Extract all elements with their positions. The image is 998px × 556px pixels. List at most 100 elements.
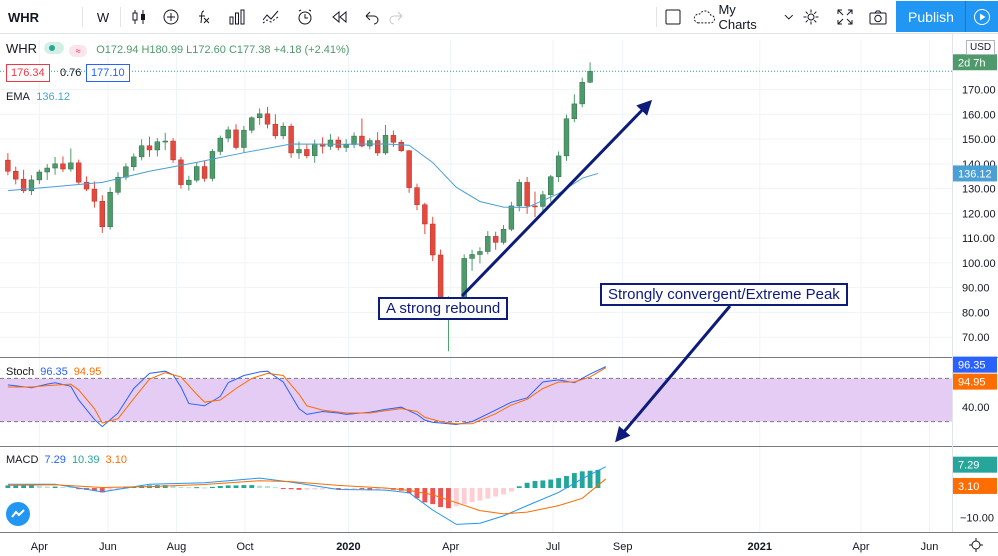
candle <box>5 153 11 176</box>
macd-hist-badge-text: 3.10 <box>958 481 979 493</box>
candle-body <box>91 188 98 202</box>
camera-icon[interactable] <box>864 0 892 34</box>
symbol-search-button[interactable]: WHR <box>8 9 40 25</box>
tradingview-logo-icon[interactable] <box>6 502 30 526</box>
ema-badge: 136.12 <box>953 165 997 182</box>
candle-body <box>280 125 286 137</box>
price-tick-label: 80.00 <box>962 307 990 319</box>
annotation-arrows <box>460 99 732 443</box>
publish-button[interactable]: Publish <box>896 1 966 32</box>
macd-histogram-bar <box>501 488 506 495</box>
candle <box>579 77 585 108</box>
replay-icon[interactable] <box>324 0 354 34</box>
ema-badge-bg <box>953 165 997 182</box>
candle <box>36 169 43 185</box>
my-charts-label: My Charts <box>718 2 757 32</box>
stoch-d-badge-text: 94.95 <box>958 377 986 389</box>
add-indicator-icon[interactable] <box>156 0 186 34</box>
candle-body <box>20 178 27 192</box>
macd-tick-label: −10.00 <box>960 512 994 524</box>
my-charts-button[interactable]: My Charts <box>692 0 796 34</box>
macd-histogram-bar <box>52 486 58 489</box>
candle-body <box>28 179 35 192</box>
currency-badge[interactable]: USD <box>966 40 996 55</box>
macd-histogram-bar <box>351 488 357 490</box>
candle-body <box>256 113 263 119</box>
candle-body <box>500 228 507 243</box>
candle-body <box>52 163 58 169</box>
candle <box>571 94 578 123</box>
settings-gear-icon[interactable] <box>798 0 824 34</box>
candle-body <box>555 155 562 177</box>
templates-icon[interactable] <box>222 0 252 34</box>
macd-histogram-bar <box>516 486 522 489</box>
candle-body <box>563 118 570 157</box>
bid-price-box[interactable]: 176.34 <box>6 64 50 82</box>
rebound-arrow <box>460 99 653 298</box>
candle <box>75 159 82 184</box>
macd-histogram-bar <box>68 487 74 489</box>
stoch-k-value: 96.35 <box>40 366 68 378</box>
redo-icon[interactable] <box>382 0 412 34</box>
macd-histogram-bar <box>508 488 514 492</box>
macd-histogram-bar <box>540 480 546 489</box>
candle-body <box>422 204 428 225</box>
annotation-peak[interactable]: Strongly convergent/Extreme Peak <box>600 283 848 306</box>
candle <box>115 172 121 195</box>
candle-body <box>123 166 129 178</box>
macd-badge: 7.29 <box>953 456 997 473</box>
macd-hist-value: 3.10 <box>105 454 127 466</box>
stoch-k-line <box>7 366 607 428</box>
candle <box>319 137 326 154</box>
alert-icon[interactable] <box>290 0 320 34</box>
candle-body <box>178 159 184 185</box>
chart-canvas[interactable]: 70.00 80.00 90.00 100.00 110.00 120.00 130.00 1… <box>0 34 998 556</box>
time-tick-label: Jun <box>99 541 117 553</box>
candle-body <box>343 144 349 148</box>
undo-icon[interactable] <box>356 0 386 34</box>
interval-button[interactable]: W <box>96 9 110 25</box>
macd-histogram-bar <box>587 470 593 489</box>
candle <box>343 139 349 152</box>
candle <box>194 162 200 183</box>
candle-body <box>406 150 412 188</box>
candle <box>516 179 522 212</box>
candle <box>13 166 19 185</box>
cloud-icon <box>693 10 715 24</box>
compare-icon[interactable] <box>256 0 286 34</box>
macd-histogram-bar <box>375 488 381 490</box>
macd-histogram-bar <box>265 485 270 489</box>
macd-histogram-bar <box>367 488 373 490</box>
macd-histogram-bar <box>422 488 428 503</box>
candle <box>351 132 357 149</box>
annotation-rebound[interactable]: A strong rebound <box>378 297 509 320</box>
candlestick-icon[interactable] <box>124 0 154 34</box>
candle-body <box>579 82 585 105</box>
macd-legend: MACD 7.29 10.39 3.10 <box>6 454 127 466</box>
price-tick-label: 90.00 <box>962 283 990 295</box>
publish-menu-button[interactable] <box>965 1 998 32</box>
macd-badge-bg <box>953 456 997 473</box>
data-delay-icon: ≈ <box>69 45 88 57</box>
select-layout-icon[interactable] <box>660 0 686 34</box>
macd-histogram-bar <box>241 485 247 489</box>
macd-histogram-bar <box>320 488 326 490</box>
candle <box>280 122 286 140</box>
candle-body <box>524 182 530 207</box>
candle-body <box>312 143 318 156</box>
candle-body <box>60 163 66 170</box>
candle <box>225 126 231 143</box>
fullscreen-icon[interactable] <box>832 0 858 34</box>
candle-body <box>532 205 538 208</box>
ask-price-box[interactable]: 177.10 <box>86 64 130 82</box>
candle-body <box>469 254 475 259</box>
candle-body <box>390 135 397 143</box>
fx-icon[interactable] <box>188 0 218 34</box>
candle <box>406 149 412 193</box>
market-status-icon <box>44 42 65 54</box>
candle-body <box>414 187 420 205</box>
candle-body <box>201 166 208 179</box>
candle-body <box>485 236 491 252</box>
candle-body <box>107 192 113 227</box>
price-tick-label: 170.00 <box>962 85 996 97</box>
